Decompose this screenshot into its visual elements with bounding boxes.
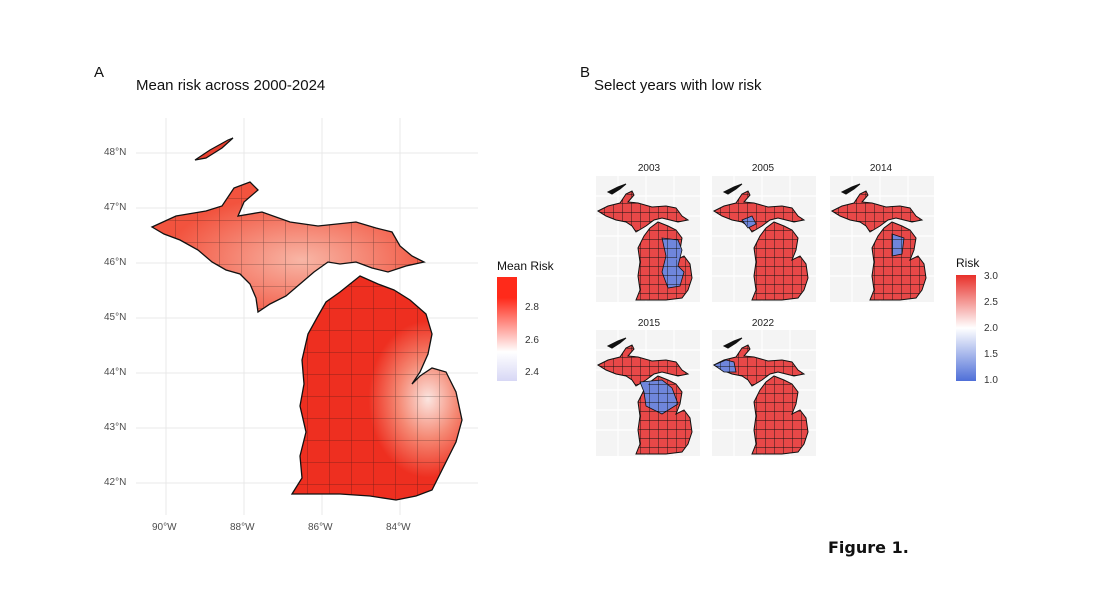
lat-label: 45°N: [104, 312, 127, 323]
legend-tick: 2.5: [984, 297, 998, 308]
panel-b-legend-title: Risk: [956, 256, 980, 270]
lat-label: 44°N: [104, 367, 127, 378]
panel-a-legend-bar: [497, 277, 517, 381]
lat-label: 48°N: [104, 147, 127, 158]
lat-label: 47°N: [104, 202, 127, 213]
legend-tick: 2.8: [525, 302, 539, 313]
lon-label: 90°W: [152, 522, 177, 533]
facet-title-2014: 2014: [869, 163, 893, 174]
panel-a-letter: A: [94, 64, 105, 81]
lon-label: 88°W: [230, 522, 255, 533]
legend-tick: 2.4: [525, 367, 539, 378]
lon-label: 84°W: [386, 522, 411, 533]
panel-b-letter: B: [580, 64, 591, 81]
panel-b-title: Select years with low risk: [594, 77, 762, 94]
panel-a-legend-title: Mean Risk: [497, 259, 554, 273]
lat-label: 46°N: [104, 257, 127, 268]
isle-royale-shape: [194, 137, 234, 161]
legend-tick: 1.0: [984, 375, 998, 386]
facet-title-2003: 2003: [637, 163, 661, 174]
facet-map-2015: [596, 330, 700, 456]
facet-map-2022: [712, 330, 816, 456]
panel-a-title: Mean risk across 2000-2024: [136, 77, 326, 94]
facet-map-2014: [830, 176, 934, 302]
facet-title-2015: 2015: [637, 318, 661, 329]
legend-tick: 2.0: [984, 323, 998, 334]
legend-tick: 3.0: [984, 271, 998, 282]
panel-b-legend-bar: [956, 275, 976, 381]
facet-map-2003: [596, 176, 700, 302]
lat-label: 43°N: [104, 422, 127, 433]
facet-title-2022: 2022: [751, 318, 775, 329]
legend-tick: 1.5: [984, 349, 998, 360]
figure-caption: Figure 1.: [828, 538, 909, 557]
legend-tick: 2.6: [525, 335, 539, 346]
facet-map-2005: [712, 176, 816, 302]
facet-title-2005: 2005: [751, 163, 775, 174]
lon-label: 86°W: [308, 522, 333, 533]
lat-label: 42°N: [104, 477, 127, 488]
